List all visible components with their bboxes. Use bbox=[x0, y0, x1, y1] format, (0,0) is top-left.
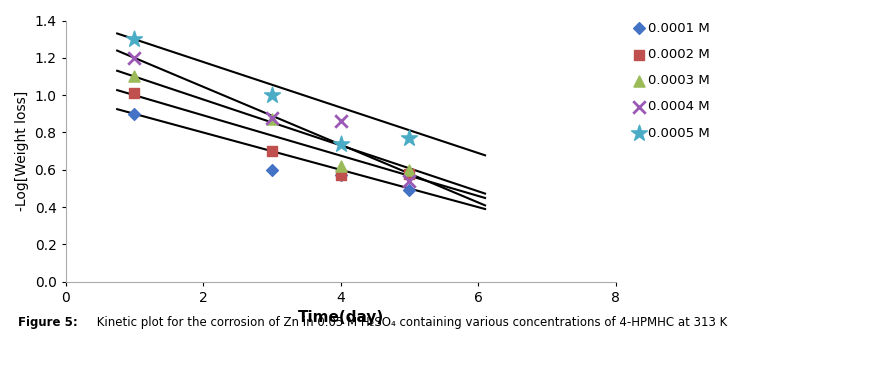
0.0004 M bbox=[127, 55, 141, 61]
0.0002 M bbox=[265, 148, 279, 154]
0.0004 M bbox=[333, 118, 347, 124]
0.0004 M bbox=[402, 178, 416, 184]
0.0001 M bbox=[333, 172, 347, 178]
0.0003 M bbox=[333, 163, 347, 169]
Y-axis label: -Log[Weight loss]: -Log[Weight loss] bbox=[15, 91, 29, 211]
0.0005 M bbox=[265, 92, 279, 98]
0.0005 M bbox=[127, 36, 141, 42]
0.0001 M bbox=[127, 111, 141, 117]
0.0001 M bbox=[402, 187, 416, 193]
0.0005 M bbox=[402, 135, 416, 141]
Text: Figure 5:: Figure 5: bbox=[18, 316, 77, 329]
0.0003 M bbox=[127, 74, 141, 80]
X-axis label: Time(day): Time(day) bbox=[297, 310, 384, 325]
Legend: 0.0001 M, 0.0002 M, 0.0003 M, 0.0004 M, 0.0005 M: 0.0001 M, 0.0002 M, 0.0003 M, 0.0004 M, … bbox=[633, 22, 709, 139]
0.0003 M bbox=[402, 167, 416, 173]
0.0002 M bbox=[333, 172, 347, 178]
0.0004 M bbox=[265, 115, 279, 121]
Text: Kinetic plot for the corrosion of Zn in 0.05 M H₂SO₄ containing various concentr: Kinetic plot for the corrosion of Zn in … bbox=[93, 316, 727, 329]
0.0003 M bbox=[265, 117, 279, 122]
0.0001 M bbox=[265, 167, 279, 173]
0.0002 M bbox=[127, 90, 141, 96]
0.0005 M bbox=[333, 141, 347, 147]
0.0002 M bbox=[402, 171, 416, 176]
